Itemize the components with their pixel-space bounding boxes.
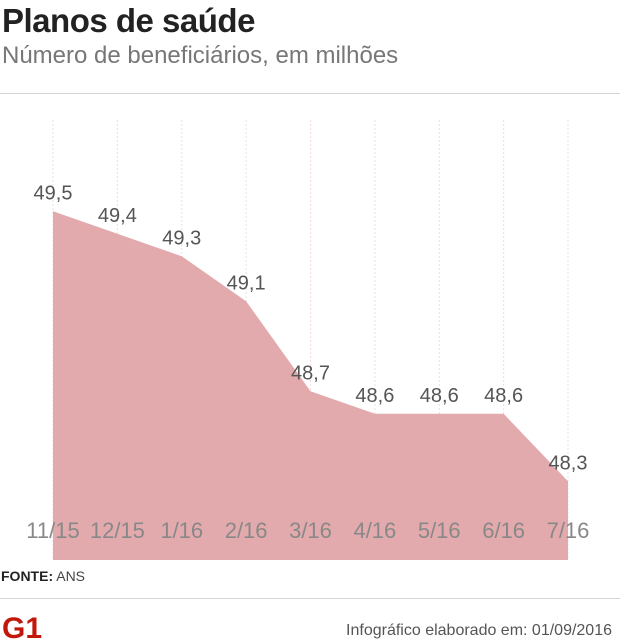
value-label-1: 49,4 [98,205,137,227]
area-series [53,211,568,560]
source-note: FONTE: ANS [1,568,85,584]
value-label-2: 49,3 [162,227,201,249]
tick-label-2: 1/16 [160,518,203,543]
tick-label-8: 7/16 [547,518,590,543]
value-label-6: 48,6 [420,385,459,407]
value-label-8: 48,3 [549,452,588,474]
tick-label-0: 11/15 [26,518,79,543]
credit-note: Infográfico elaborado em: 01/09/2016 [346,622,612,639]
logo-text: G1 [2,612,42,642]
tick-label-7: 6/16 [482,518,525,543]
tick-label-5: 4/16 [353,518,396,543]
value-label-0: 49,5 [34,182,73,204]
value-label-7: 48,6 [484,385,523,407]
chart-subtitle: Número de beneficiários, em milhões [2,42,399,69]
tick-label-6: 5/16 [418,518,461,543]
g1-logo: G1 [2,612,42,642]
value-label-5: 48,6 [355,385,394,407]
value-label-3: 49,1 [227,272,266,294]
chart-title: Planos de saúde [2,2,255,39]
source-label: FONTE: [1,568,54,584]
tick-label-1: 12/15 [90,518,145,543]
top-divider [0,93,620,94]
value-label-4: 48,7 [291,362,330,384]
bottom-divider [0,598,620,599]
area-chart: 49,5 49,4 49,3 49,1 48,7 48,6 48,6 48,6 48,3 11/1… [26,120,590,560]
source-value: ANS [56,568,86,584]
tick-label-3: 2/16 [225,518,268,543]
tick-label-4: 3/16 [289,518,332,543]
